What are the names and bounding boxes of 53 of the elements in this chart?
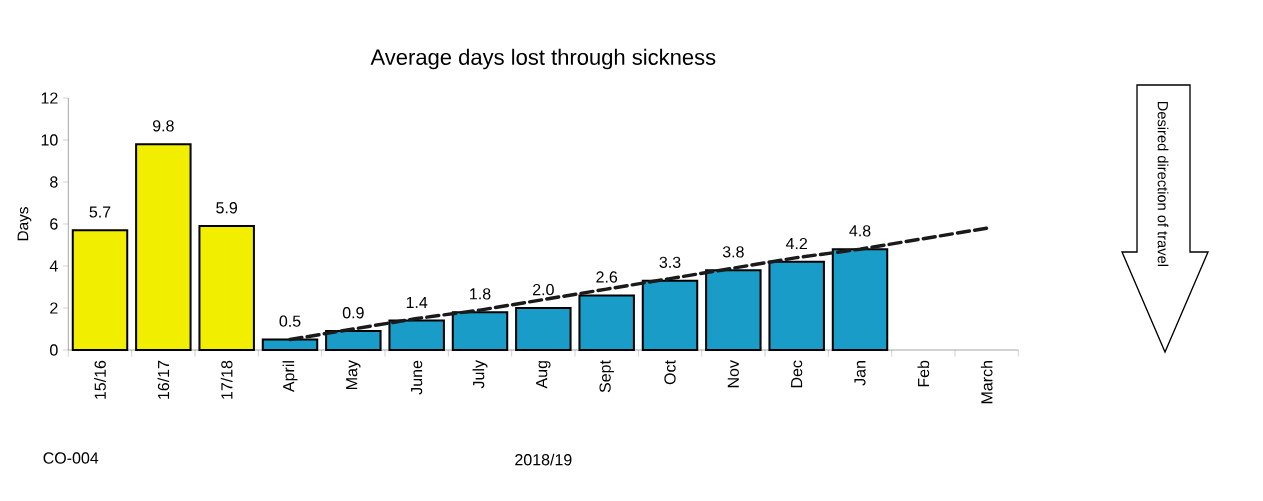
data-label: 3.3 bbox=[659, 256, 681, 268]
bar bbox=[388, 319, 445, 351]
bar bbox=[831, 248, 889, 351]
x-tick-label: June bbox=[411, 360, 423, 395]
text: CO-004 bbox=[43, 452, 99, 464]
data-label: 5.9 bbox=[216, 202, 238, 214]
y-tick-label: 2 bbox=[50, 302, 58, 314]
bar bbox=[261, 338, 319, 351]
x-tick-label: May bbox=[346, 360, 361, 389]
x-tick-label: July bbox=[472, 360, 488, 389]
bar bbox=[135, 143, 192, 351]
x-axis-title: 2018/19 bbox=[515, 453, 572, 466]
x-tick-label: 15/16 bbox=[94, 360, 106, 399]
bar bbox=[325, 330, 382, 351]
x-tick-label: Dec bbox=[791, 360, 803, 388]
y-tick-label: 0 bbox=[50, 344, 58, 356]
bar bbox=[71, 229, 129, 351]
y-tick-label: 4 bbox=[49, 260, 58, 272]
data-label: 4.8 bbox=[849, 225, 871, 237]
data-label: 2.0 bbox=[533, 283, 554, 296]
data-label: 1.8 bbox=[470, 288, 491, 300]
x-tick-label: Feb bbox=[917, 360, 930, 387]
y-tick-label: 8 bbox=[50, 176, 58, 188]
bar bbox=[641, 279, 699, 351]
x-tick-label: 17/18 bbox=[220, 360, 233, 399]
data-label: 5.7 bbox=[89, 206, 111, 218]
x-tick-label: April bbox=[282, 361, 298, 393]
data-label: 9.8 bbox=[152, 120, 174, 132]
bar bbox=[451, 311, 509, 351]
y-tick-label: 12 bbox=[41, 92, 58, 104]
x-tick-label: Aug bbox=[536, 361, 551, 389]
text: Desired direction of travel bbox=[1157, 101, 1169, 266]
data-label: 0.5 bbox=[279, 315, 301, 327]
bar bbox=[198, 225, 255, 351]
bar bbox=[768, 260, 825, 351]
x-tick-label: Jan bbox=[854, 361, 866, 386]
data-label: 3.8 bbox=[722, 246, 744, 258]
y-tick-label: 6 bbox=[50, 218, 58, 230]
bar bbox=[578, 294, 635, 351]
x-tick-label: 16/17 bbox=[157, 360, 170, 399]
bar bbox=[515, 307, 572, 351]
x-tick-label: Sept bbox=[599, 360, 614, 393]
x-tick-label: Oct bbox=[664, 360, 676, 385]
data-label: 2.6 bbox=[596, 271, 618, 283]
y-axis-title: Days bbox=[17, 207, 32, 241]
data-label: 0.9 bbox=[342, 307, 364, 319]
data-label: 1.4 bbox=[406, 296, 428, 308]
x-tick-label: Nov bbox=[727, 360, 739, 388]
chart-title: Average days lost through sickness bbox=[370, 48, 716, 70]
x-tick-label: March bbox=[980, 361, 993, 404]
y-tick-label: 10 bbox=[41, 134, 58, 146]
bar bbox=[705, 269, 762, 351]
data-label: 4.2 bbox=[785, 237, 807, 250]
